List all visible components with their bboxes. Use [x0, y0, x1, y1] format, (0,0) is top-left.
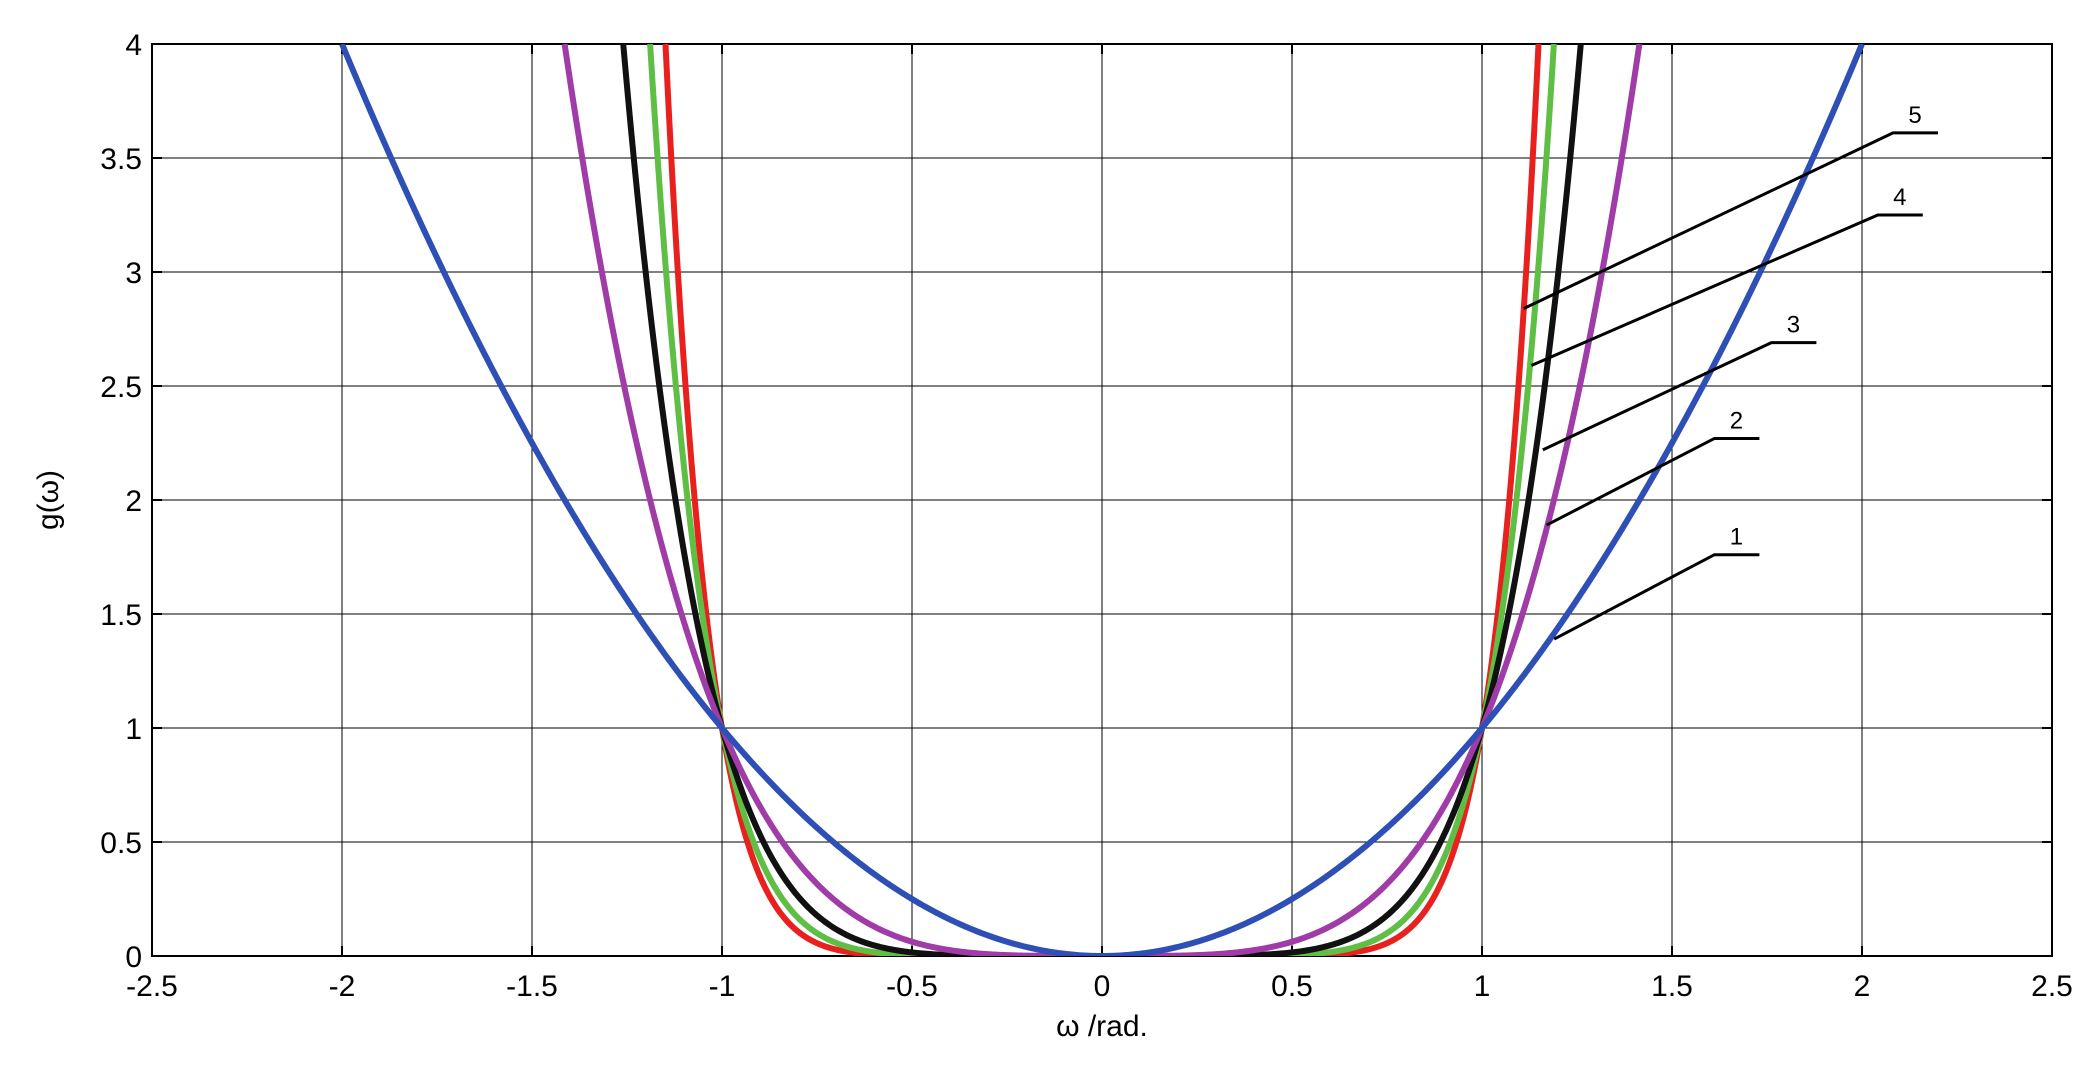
- y-tick-label: 2: [125, 485, 142, 518]
- x-tick-label: -1.5: [506, 970, 558, 1003]
- callout-leader-4: [1530, 213, 1923, 367]
- series-2-line: [561, 44, 1643, 956]
- callout-label-1: 1: [1730, 524, 1743, 551]
- x-tick-label: 0: [1094, 970, 1111, 1003]
- x-tick-label: -1: [709, 970, 736, 1003]
- x-tick-label: 2.5: [2031, 970, 2073, 1003]
- x-tick-label: -2.5: [126, 970, 178, 1003]
- callout-label-2: 2: [1730, 407, 1743, 434]
- x-tick-label: 1: [1474, 970, 1491, 1003]
- x-tick-label: -0.5: [886, 970, 938, 1003]
- y-tick-label: 3.5: [100, 143, 142, 176]
- series-4-line: [647, 44, 1557, 956]
- callout-label-3: 3: [1787, 312, 1800, 339]
- callouts: 1 2 3 4 5: [1523, 102, 1938, 641]
- x-tick-label: 1.5: [1651, 970, 1693, 1003]
- grid: [151, 43, 2053, 957]
- ticks: -2.5 -2 -1.5 -1 -0.5 0 0.5 1 1.5 2 2.5 0 0.5 1 1.5 2 2.5…: [100, 29, 2073, 1003]
- y-tick-label: 4: [125, 29, 142, 62]
- x-tick-label: 0.5: [1271, 970, 1313, 1003]
- y-tick-label: 1.5: [100, 599, 142, 632]
- callout-label-4: 4: [1893, 184, 1906, 211]
- y-tick-label: 0: [125, 941, 142, 974]
- callout-label-5: 5: [1908, 102, 1921, 129]
- callout-leader-5: [1523, 131, 1938, 310]
- x-tick-label: -2: [329, 970, 356, 1003]
- x-tick-label: 2: [1854, 970, 1871, 1003]
- callout-leader-2: [1545, 436, 1760, 527]
- series-1-line: [339, 44, 1865, 956]
- series-group: [339, 44, 1865, 956]
- x-axis-label: ω /rad.: [1056, 1010, 1148, 1043]
- y-axis-label: g(ω): [32, 470, 65, 530]
- callout-leader-1: [1553, 553, 1760, 641]
- y-tick-label: 3: [125, 257, 142, 290]
- y-tick-label: 2.5: [100, 371, 142, 404]
- callout-leader-3: [1542, 341, 1817, 452]
- y-tick-label: 1: [125, 713, 142, 746]
- series-3-line: [620, 44, 1584, 956]
- series-5-line: [662, 44, 1542, 956]
- y-tick-label: 0.5: [100, 827, 142, 860]
